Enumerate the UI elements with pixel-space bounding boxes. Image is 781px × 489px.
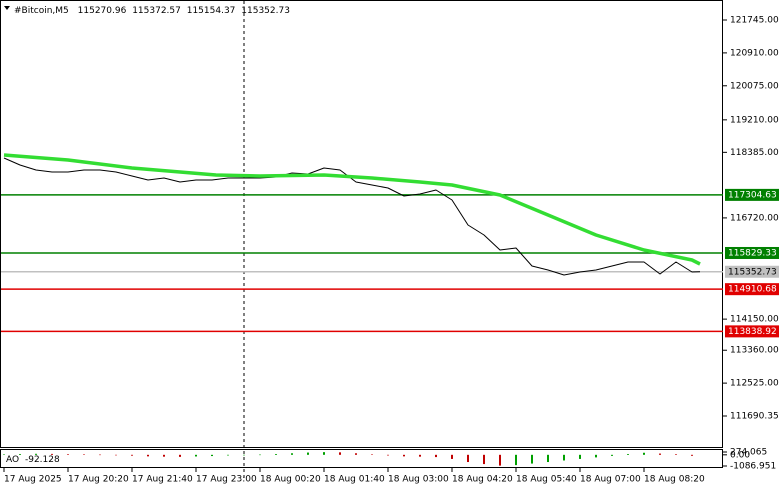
y-tick-label: 118385.00 <box>730 148 779 158</box>
ao-bar <box>115 454 117 456</box>
y-tick-label: 120910.00 <box>730 48 779 58</box>
ao-bar <box>243 454 245 456</box>
high: 115372.57 <box>132 6 181 16</box>
ao-bar <box>643 452 645 455</box>
ao-bar <box>179 454 181 457</box>
level-label: 114910.68 <box>728 285 777 295</box>
ao-bar <box>355 453 357 455</box>
header: #Bitcoin,M5 115270.96 115372.57 115154.3… <box>14 6 290 16</box>
y-tick-label: 120075.00 <box>730 81 779 91</box>
price-line <box>3 157 701 276</box>
x-tick-label: 17 Aug 23:00 <box>196 475 257 485</box>
ao-bar <box>3 454 5 455</box>
ao-name: AO <box>6 455 19 465</box>
ao-bar <box>387 454 389 456</box>
y-tick-label: 112525.00 <box>730 379 779 389</box>
y-tick-label: 114150.00 <box>730 315 779 325</box>
level-label: 113838.92 <box>728 327 777 337</box>
y-tick-label: 119210.00 <box>730 115 779 125</box>
ao-bar <box>467 454 469 463</box>
ao-bar <box>691 454 693 456</box>
ao-bar <box>51 453 53 455</box>
ao-bar <box>611 454 613 456</box>
ao-bar <box>659 453 661 455</box>
x-tick-label: 18 Aug 01:40 <box>324 475 385 485</box>
y-tick-label: 0.00 <box>730 450 750 460</box>
moving-average <box>3 153 701 266</box>
y-tick-label: -1086.951 <box>730 462 776 472</box>
ao-bar <box>323 452 325 455</box>
ao-bar <box>259 454 261 456</box>
x-tick-label: 18 Aug 05:40 <box>516 475 577 485</box>
ao-bar <box>547 454 549 463</box>
x-tick-label: 18 Aug 03:00 <box>388 475 449 485</box>
ao-bar <box>147 454 149 457</box>
ao-bar <box>275 453 277 455</box>
ao-bar <box>419 454 421 457</box>
x-tick-label: 18 Aug 07:00 <box>580 475 641 485</box>
level-label-bg <box>725 246 779 259</box>
ao-bar <box>675 454 677 455</box>
level-label-bg <box>725 265 779 278</box>
ao-bar <box>515 454 517 466</box>
ao-bar <box>339 452 341 455</box>
ao-bar <box>563 454 565 461</box>
ao-bar <box>35 453 37 455</box>
y-tick-label: 113360.00 <box>730 346 779 356</box>
ao-bar <box>403 454 405 457</box>
ao-bar <box>163 454 165 457</box>
ao-bar <box>83 454 85 455</box>
ao-frame <box>0 449 723 468</box>
ao-bar <box>595 454 597 458</box>
ao-bar <box>627 453 629 455</box>
ao-bar <box>579 454 581 459</box>
x-tick-label: 17 Aug 21:40 <box>132 475 193 485</box>
x-tick-label: 17 Aug 2025 <box>4 475 62 485</box>
y-tick-label: 274.065 <box>730 448 767 458</box>
y-tick-label: 111690.35 <box>730 411 779 421</box>
ao-bar <box>291 453 293 455</box>
open: 115270.96 <box>78 6 127 16</box>
ao-bar <box>451 454 453 459</box>
level-label: 115352.73 <box>728 267 777 277</box>
symbol: #Bitcoin,M5 <box>14 6 69 16</box>
close: 115352.73 <box>241 6 290 16</box>
x-tick-label: 18 Aug 00:20 <box>260 475 321 485</box>
ao-bar <box>211 454 213 457</box>
ao-bar <box>195 454 197 457</box>
ao-bar <box>435 454 437 458</box>
ao-value: -92.128 <box>25 455 60 465</box>
ao-bar <box>131 454 133 456</box>
low: 115154.37 <box>187 6 236 16</box>
x-tick-label: 17 Aug 20:20 <box>68 475 129 485</box>
menu-arrow[interactable] <box>4 6 10 10</box>
level-label: 115829.33 <box>728 248 777 258</box>
ao-bar <box>227 454 229 456</box>
level-label: 117304.63 <box>728 190 777 200</box>
ao-bar <box>67 454 69 455</box>
level-label-bg <box>725 325 779 338</box>
ao-bar <box>19 453 21 455</box>
ao-bar <box>531 454 533 464</box>
ao-bar <box>307 452 309 455</box>
ao-bar <box>371 454 373 455</box>
x-tick-label: 18 Aug 08:20 <box>644 475 705 485</box>
ao-bar <box>99 454 101 456</box>
ao-bar <box>499 454 501 466</box>
y-tick-label: 116720.00 <box>730 213 779 223</box>
level-label-bg <box>725 188 779 201</box>
level-label-bg <box>725 283 779 296</box>
ao-header: AO -92.128 <box>6 455 60 465</box>
y-tick-label: 121745.00 <box>730 16 779 26</box>
x-tick-label: 18 Aug 04:20 <box>452 475 513 485</box>
ao-bar <box>483 454 485 465</box>
main-frame <box>0 0 723 448</box>
